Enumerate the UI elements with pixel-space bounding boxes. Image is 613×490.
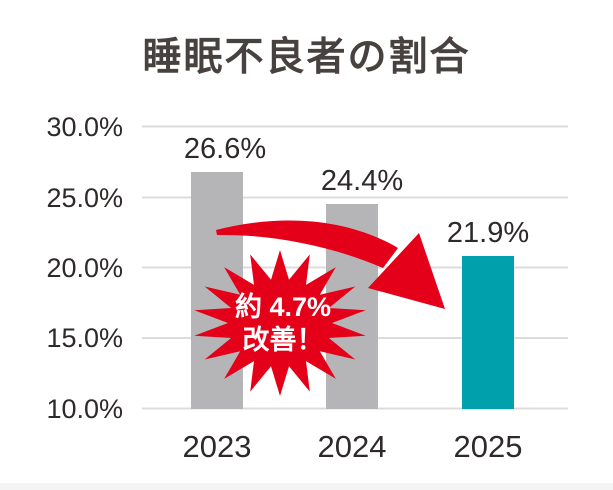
bottom-divider <box>0 483 613 490</box>
arrow-head <box>368 233 445 309</box>
arrow-body <box>216 220 398 268</box>
badge-text-line2: 改善！ <box>242 325 324 355</box>
y-tick-label: 30.0% <box>46 111 123 142</box>
x-label-2024: 2024 <box>317 429 387 464</box>
value-label-2023: 26.6% <box>183 133 267 165</box>
y-tick-label: 10.0% <box>46 393 123 424</box>
y-tick-label: 25.0% <box>46 182 123 213</box>
downward-trend-arrow-icon <box>216 220 445 309</box>
badge-text-line1: 約 4.7% <box>234 292 332 322</box>
value-label-2025: 21.9% <box>446 217 530 249</box>
y-tick-label: 15.0% <box>46 323 123 353</box>
starburst-badge-shape <box>194 250 366 396</box>
x-label-2023: 2023 <box>182 429 252 464</box>
chart-title: 睡眠不良者の割合 <box>142 36 471 79</box>
y-tick-label: 20.0% <box>46 252 123 283</box>
value-label-2024: 24.4% <box>320 165 404 197</box>
bar-2025 <box>462 256 514 409</box>
x-label-2025: 2025 <box>453 429 523 464</box>
